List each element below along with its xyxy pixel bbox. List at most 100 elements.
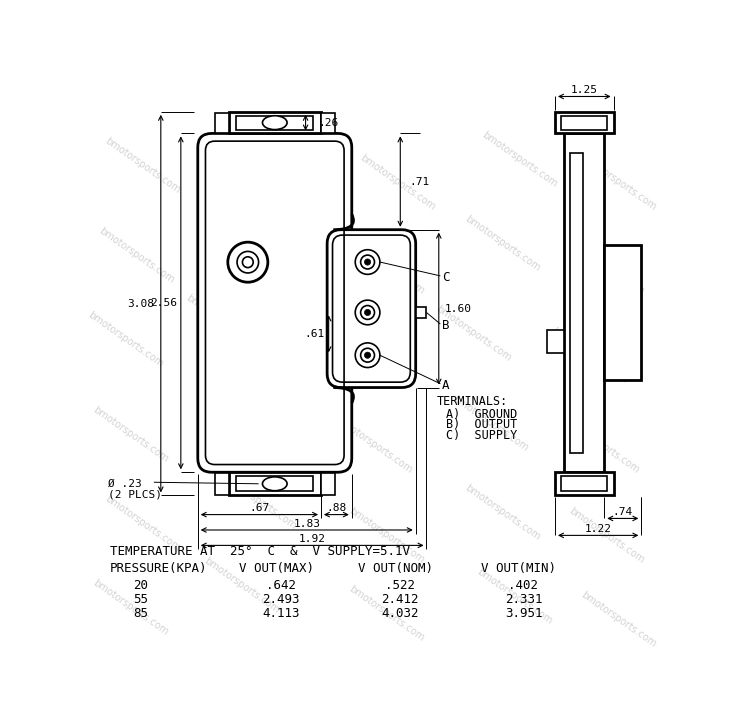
Text: bmotorsports.com: bmotorsports.com [463,214,542,273]
Text: bmotorsports.com: bmotorsports.com [568,237,646,296]
Text: 2.493: 2.493 [262,593,299,606]
Text: bmotorsports.com: bmotorsports.com [434,304,513,364]
Text: .522: .522 [385,579,415,593]
Text: bmotorsports.com: bmotorsports.com [550,326,629,385]
Text: bmotorsports.com: bmotorsports.com [475,567,553,627]
Text: 3.08: 3.08 [127,299,155,308]
Circle shape [355,300,380,325]
Text: 2.331: 2.331 [504,593,542,606]
Text: A)  GROUND: A) GROUND [446,408,517,420]
Bar [555,473,614,495]
Circle shape [228,242,268,282]
Text: bmotorsports.com: bmotorsports.com [347,584,426,643]
Text: 55: 55 [133,593,149,606]
Circle shape [355,343,380,368]
Text: C: C [442,271,449,284]
Text: .402: .402 [508,579,538,593]
Text: bmotorsports.com: bmotorsports.com [336,416,414,475]
Text: bmotorsports.com: bmotorsports.com [480,130,559,190]
Bar [228,473,321,495]
Text: 2.56: 2.56 [150,298,177,308]
Bar [415,307,427,318]
Text: bmotorsports.com: bmotorsports.com [103,136,182,196]
Bar [561,116,608,129]
Text: bmotorsports.com: bmotorsports.com [202,382,280,441]
Circle shape [243,257,253,268]
Text: 1.92: 1.92 [299,534,326,545]
Text: .88: .88 [326,503,347,513]
Bar [564,134,605,473]
Circle shape [364,259,371,265]
Circle shape [360,305,375,319]
Text: TERMINALS:: TERMINALS: [437,395,507,409]
Text: bmotorsports.com: bmotorsports.com [185,293,263,352]
Text: .74: .74 [613,507,633,518]
Text: A: A [442,379,449,392]
Text: B: B [442,319,449,332]
Text: B)  OUTPUT: B) OUTPUT [446,418,517,431]
Text: Ø .23: Ø .23 [108,478,142,489]
Text: V OUT(NOM): V OUT(NOM) [358,562,433,575]
Bar [561,476,608,491]
Text: .61: .61 [305,329,325,339]
Ellipse shape [262,116,287,129]
Bar [215,113,228,132]
Text: bmotorsports.com: bmotorsports.com [452,393,530,453]
Text: bmotorsports.com: bmotorsports.com [347,505,426,565]
Text: 2.412: 2.412 [382,593,419,606]
Text: 4.032: 4.032 [382,607,419,620]
Text: 1.25: 1.25 [571,85,598,95]
Circle shape [360,348,375,362]
Text: (2 PLCS): (2 PLCS) [108,489,161,499]
Text: bmotorsports.com: bmotorsports.com [231,125,310,184]
Text: bmotorsports.com: bmotorsports.com [359,153,437,212]
Bar [547,330,564,353]
Bar [605,245,642,379]
FancyBboxPatch shape [327,230,415,387]
Circle shape [364,352,371,358]
Text: 1.60: 1.60 [445,304,472,313]
Text: .71: .71 [409,177,430,187]
Text: 1.22: 1.22 [584,524,611,534]
Circle shape [355,249,380,274]
Text: 85: 85 [133,607,149,620]
Bar [555,112,614,134]
Text: .67: .67 [250,503,269,513]
Text: bmotorsports.com: bmotorsports.com [202,555,280,615]
Text: bmotorsports.com: bmotorsports.com [568,505,646,565]
Text: V OUT(MIN): V OUT(MIN) [481,562,556,575]
Circle shape [360,255,375,269]
Text: bmotorsports.com: bmotorsports.com [562,416,641,475]
Bar [215,473,228,494]
Text: V OUT(MAX): V OUT(MAX) [238,562,314,575]
Text: TEMPERATURE AT  25°  C  &  V SUPPLY=5.1V: TEMPERATURE AT 25° C & V SUPPLY=5.1V [110,545,410,558]
Bar [321,113,335,132]
Text: 20: 20 [133,579,149,593]
Text: PRESSURE(KPA): PRESSURE(KPA) [110,562,207,575]
Bar [571,153,583,453]
Text: 4.113: 4.113 [262,607,299,620]
Text: C)  SUPPLY: C) SUPPLY [446,429,517,442]
Circle shape [237,252,259,273]
Circle shape [364,310,371,316]
Text: bmotorsports.com: bmotorsports.com [219,472,298,531]
Text: bmotorsports.com: bmotorsports.com [463,483,542,542]
Text: 1.83: 1.83 [293,519,320,529]
Bar [236,476,313,491]
Text: bmotorsports.com: bmotorsports.com [579,590,658,648]
Text: 3.951: 3.951 [504,607,542,620]
Text: bmotorsports.com: bmotorsports.com [103,494,182,553]
FancyBboxPatch shape [198,134,352,473]
Bar [321,473,335,494]
Ellipse shape [262,477,287,491]
Text: bmotorsports.com: bmotorsports.com [91,405,170,464]
Text: bmotorsports.com: bmotorsports.com [91,578,170,638]
Text: .642: .642 [266,579,296,593]
Text: bmotorsports.com: bmotorsports.com [86,310,164,369]
Text: bmotorsports.com: bmotorsports.com [579,153,658,212]
Text: .26: .26 [319,118,339,128]
Text: bmotorsports.com: bmotorsports.com [347,237,426,296]
Text: bmotorsports.com: bmotorsports.com [97,225,176,285]
Bar [228,112,321,134]
Text: bmotorsports.com: bmotorsports.com [213,209,293,268]
